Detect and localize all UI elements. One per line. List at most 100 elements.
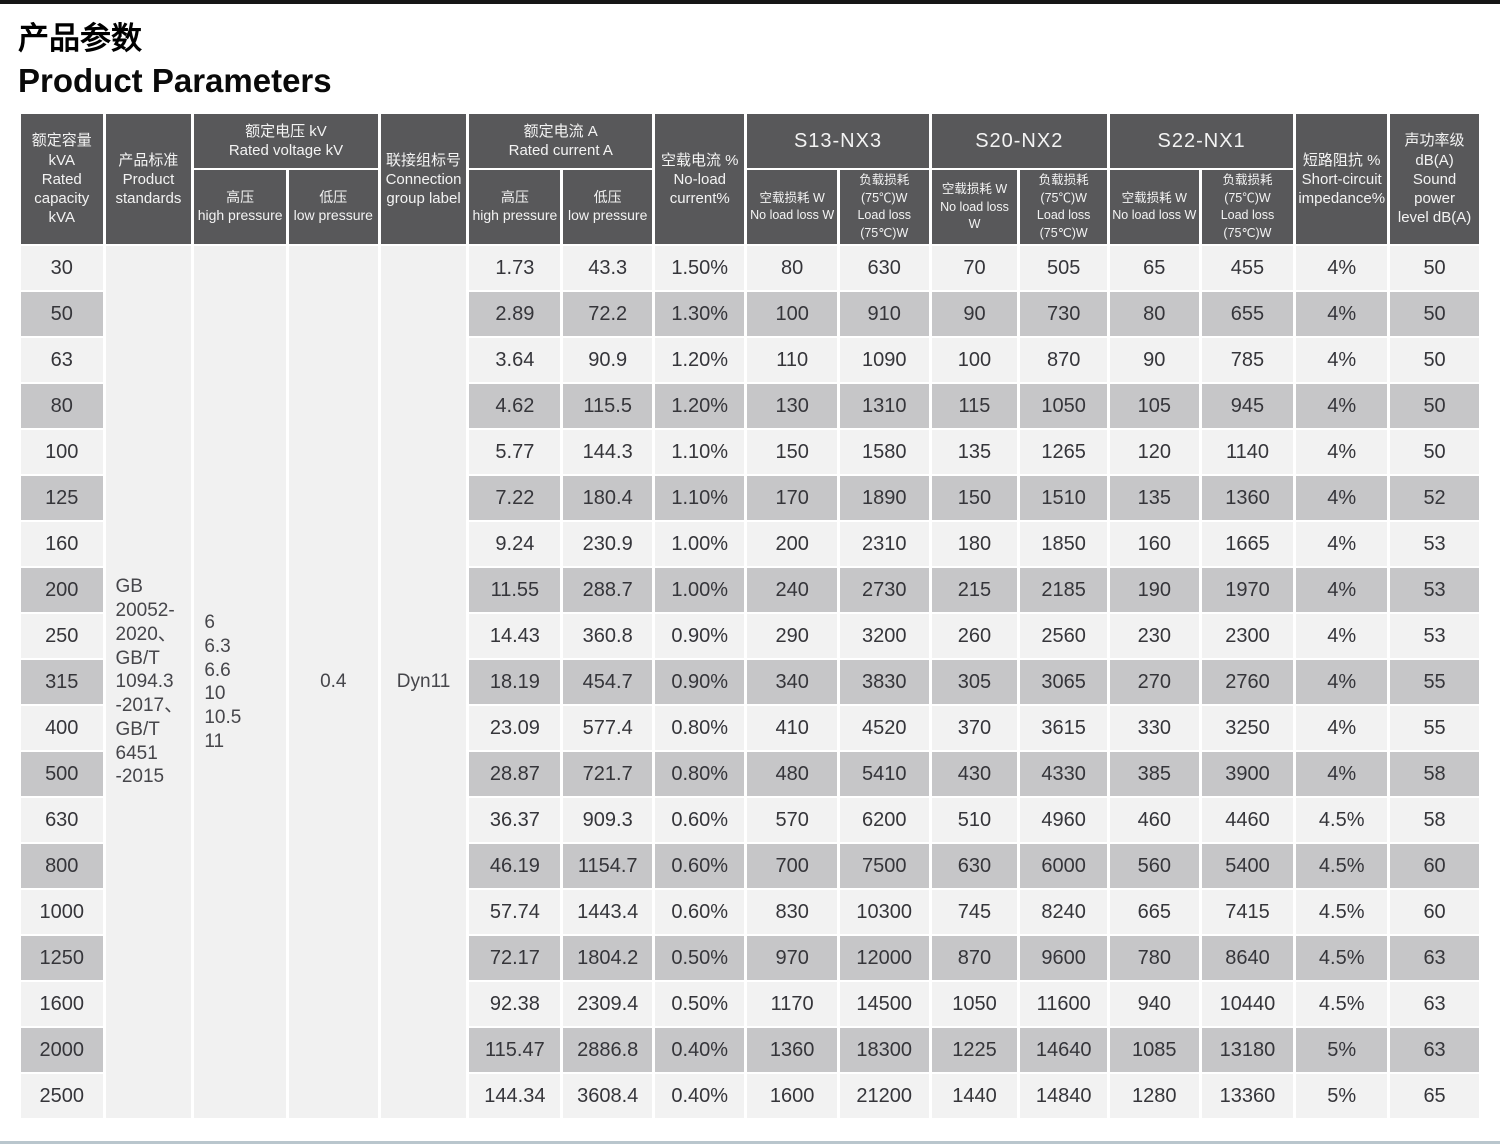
cell-sound-level: 50	[1390, 338, 1479, 383]
cell-no-load-current: 1.00%	[655, 522, 745, 567]
cell-no-load-current: 0.80%	[655, 752, 745, 797]
cell-s22-load-loss: 3250	[1201, 706, 1294, 751]
header-s13-no-load-loss: 空载损耗 W No load loss W	[747, 170, 837, 245]
cell-s13-no-load-loss: 130	[747, 384, 837, 429]
cell-s22-load-loss: 3900	[1201, 752, 1294, 797]
cell-product-standards: GB 20052- 2020、 GB/T 1094.3 -2017、 GB/T …	[105, 246, 192, 1119]
cell-capacity: 30	[21, 246, 103, 291]
cell-s13-no-load-loss: 150	[747, 430, 837, 475]
cell-sound-level: 58	[1390, 798, 1479, 843]
cell-s20-no-load-loss: 630	[931, 844, 1018, 889]
cell-impedance: 4%	[1296, 246, 1388, 291]
cell-s13-load-loss: 21200	[839, 1074, 929, 1119]
cell-s22-no-load-loss: 560	[1109, 844, 1199, 889]
header-model-s20-nx2: S20-NX2	[931, 114, 1107, 169]
cell-current-high: 11.55	[469, 568, 561, 613]
cell-impedance: 4%	[1296, 568, 1388, 613]
cell-capacity: 630	[21, 798, 103, 843]
cell-impedance: 4%	[1296, 476, 1388, 521]
cell-current-low: 230.9	[563, 522, 653, 567]
cell-current-low: 180.4	[563, 476, 653, 521]
cell-no-load-current: 0.50%	[655, 936, 745, 981]
cell-sound-level: 60	[1390, 844, 1479, 889]
cell-s22-no-load-loss: 230	[1109, 614, 1199, 659]
table-row: 125 7.22 180.4 1.10% 170 1890 150 1510 135 1360 4%…	[21, 476, 1479, 521]
cell-capacity: 2500	[21, 1074, 103, 1119]
header-voltage-low-pressure: 低压 low pressure	[288, 170, 378, 245]
cell-s22-load-loss: 13180	[1201, 1028, 1294, 1073]
cell-impedance: 4.5%	[1296, 982, 1388, 1027]
cell-s20-no-load-loss: 430	[931, 752, 1018, 797]
cell-s22-no-load-loss: 80	[1109, 292, 1199, 337]
cell-impedance: 4%	[1296, 752, 1388, 797]
cell-current-low: 577.4	[563, 706, 653, 751]
header-current-low-pressure: 低压 low pressure	[563, 170, 653, 245]
cell-s20-load-loss: 4330	[1020, 752, 1107, 797]
cell-s13-load-loss: 1580	[839, 430, 929, 475]
cell-current-high: 144.34	[469, 1074, 561, 1119]
cell-sound-level: 50	[1390, 246, 1479, 291]
cell-current-high: 46.19	[469, 844, 561, 889]
header-s13-load-loss: 负载损耗(75℃)W Load loss (75℃)W	[839, 170, 929, 245]
cell-s20-no-load-loss: 305	[931, 660, 1018, 705]
cell-s13-no-load-loss: 830	[747, 890, 837, 935]
cell-current-low: 721.7	[563, 752, 653, 797]
cell-s13-load-loss: 1890	[839, 476, 929, 521]
cell-no-load-current: 1.30%	[655, 292, 745, 337]
cell-capacity: 500	[21, 752, 103, 797]
cell-s22-load-loss: 8640	[1201, 936, 1294, 981]
cell-s20-no-load-loss: 1225	[931, 1028, 1018, 1073]
cell-s20-no-load-loss: 180	[931, 522, 1018, 567]
cell-s22-no-load-loss: 1280	[1109, 1074, 1199, 1119]
cell-s13-load-loss: 3200	[839, 614, 929, 659]
cell-s13-no-load-loss: 80	[747, 246, 837, 291]
cell-s22-load-loss: 1970	[1201, 568, 1294, 613]
header-no-load-current: 空载电流 % No-load current%	[655, 114, 745, 245]
table-row: 800 46.19 1154.7 0.60% 700 7500 630 6000 560 5400…	[21, 844, 1479, 889]
cell-capacity: 200	[21, 568, 103, 613]
cell-current-low: 115.5	[563, 384, 653, 429]
cell-capacity: 50	[21, 292, 103, 337]
cell-current-high: 14.43	[469, 614, 561, 659]
header-product-standards: 产品标准 Product standards	[105, 114, 192, 245]
cell-current-low: 454.7	[563, 660, 653, 705]
cell-impedance: 4.5%	[1296, 844, 1388, 889]
cell-sound-level: 65	[1390, 1074, 1479, 1119]
product-parameters-table: 额定容量kVA Rated capacity kVA 产品标准 Product …	[18, 112, 1482, 1120]
cell-sound-level: 63	[1390, 1028, 1479, 1073]
cell-s22-load-loss: 2300	[1201, 614, 1294, 659]
cell-s20-no-load-loss: 1440	[931, 1074, 1018, 1119]
cell-current-high: 115.47	[469, 1028, 561, 1073]
cell-s20-load-loss: 14640	[1020, 1028, 1107, 1073]
cell-s13-no-load-loss: 1360	[747, 1028, 837, 1073]
cell-s22-no-load-loss: 135	[1109, 476, 1199, 521]
cell-current-high: 9.24	[469, 522, 561, 567]
cell-s22-no-load-loss: 105	[1109, 384, 1199, 429]
cell-impedance: 4%	[1296, 660, 1388, 705]
cell-s22-no-load-loss: 65	[1109, 246, 1199, 291]
cell-high-voltage-options: 6 6.3 6.6 10 10.5 11	[194, 246, 286, 1119]
cell-s13-no-load-loss: 110	[747, 338, 837, 383]
cell-s20-no-load-loss: 150	[931, 476, 1018, 521]
cell-current-high: 4.62	[469, 384, 561, 429]
cell-current-low: 3608.4	[563, 1074, 653, 1119]
cell-current-high: 5.77	[469, 430, 561, 475]
cell-s20-load-loss: 11600	[1020, 982, 1107, 1027]
cell-s22-no-load-loss: 385	[1109, 752, 1199, 797]
cell-current-low: 144.3	[563, 430, 653, 475]
table-row: 500 28.87 721.7 0.80% 480 5410 430 4330 385 3900 4…	[21, 752, 1479, 797]
cell-s13-no-load-loss: 200	[747, 522, 837, 567]
cell-s13-load-loss: 1310	[839, 384, 929, 429]
cell-s20-no-load-loss: 100	[931, 338, 1018, 383]
cell-current-high: 7.22	[469, 476, 561, 521]
cell-s20-no-load-loss: 260	[931, 614, 1018, 659]
table-row: 200 11.55 288.7 1.00% 240 2730 215 2185 190 1970 4…	[21, 568, 1479, 613]
cell-capacity: 125	[21, 476, 103, 521]
cell-s22-no-load-loss: 780	[1109, 936, 1199, 981]
cell-connection-group: Dyn11	[380, 246, 467, 1119]
table-row: 1250 72.17 1804.2 0.50% 970 12000 870 9600 780 86…	[21, 936, 1479, 981]
page-bottom-border	[0, 1141, 1500, 1144]
table-row: 630 36.37 909.3 0.60% 570 6200 510 4960 460 4460 4…	[21, 798, 1479, 843]
table-row: 1000 57.74 1443.4 0.60% 830 10300 745 8240 665 74…	[21, 890, 1479, 935]
cell-sound-level: 52	[1390, 476, 1479, 521]
